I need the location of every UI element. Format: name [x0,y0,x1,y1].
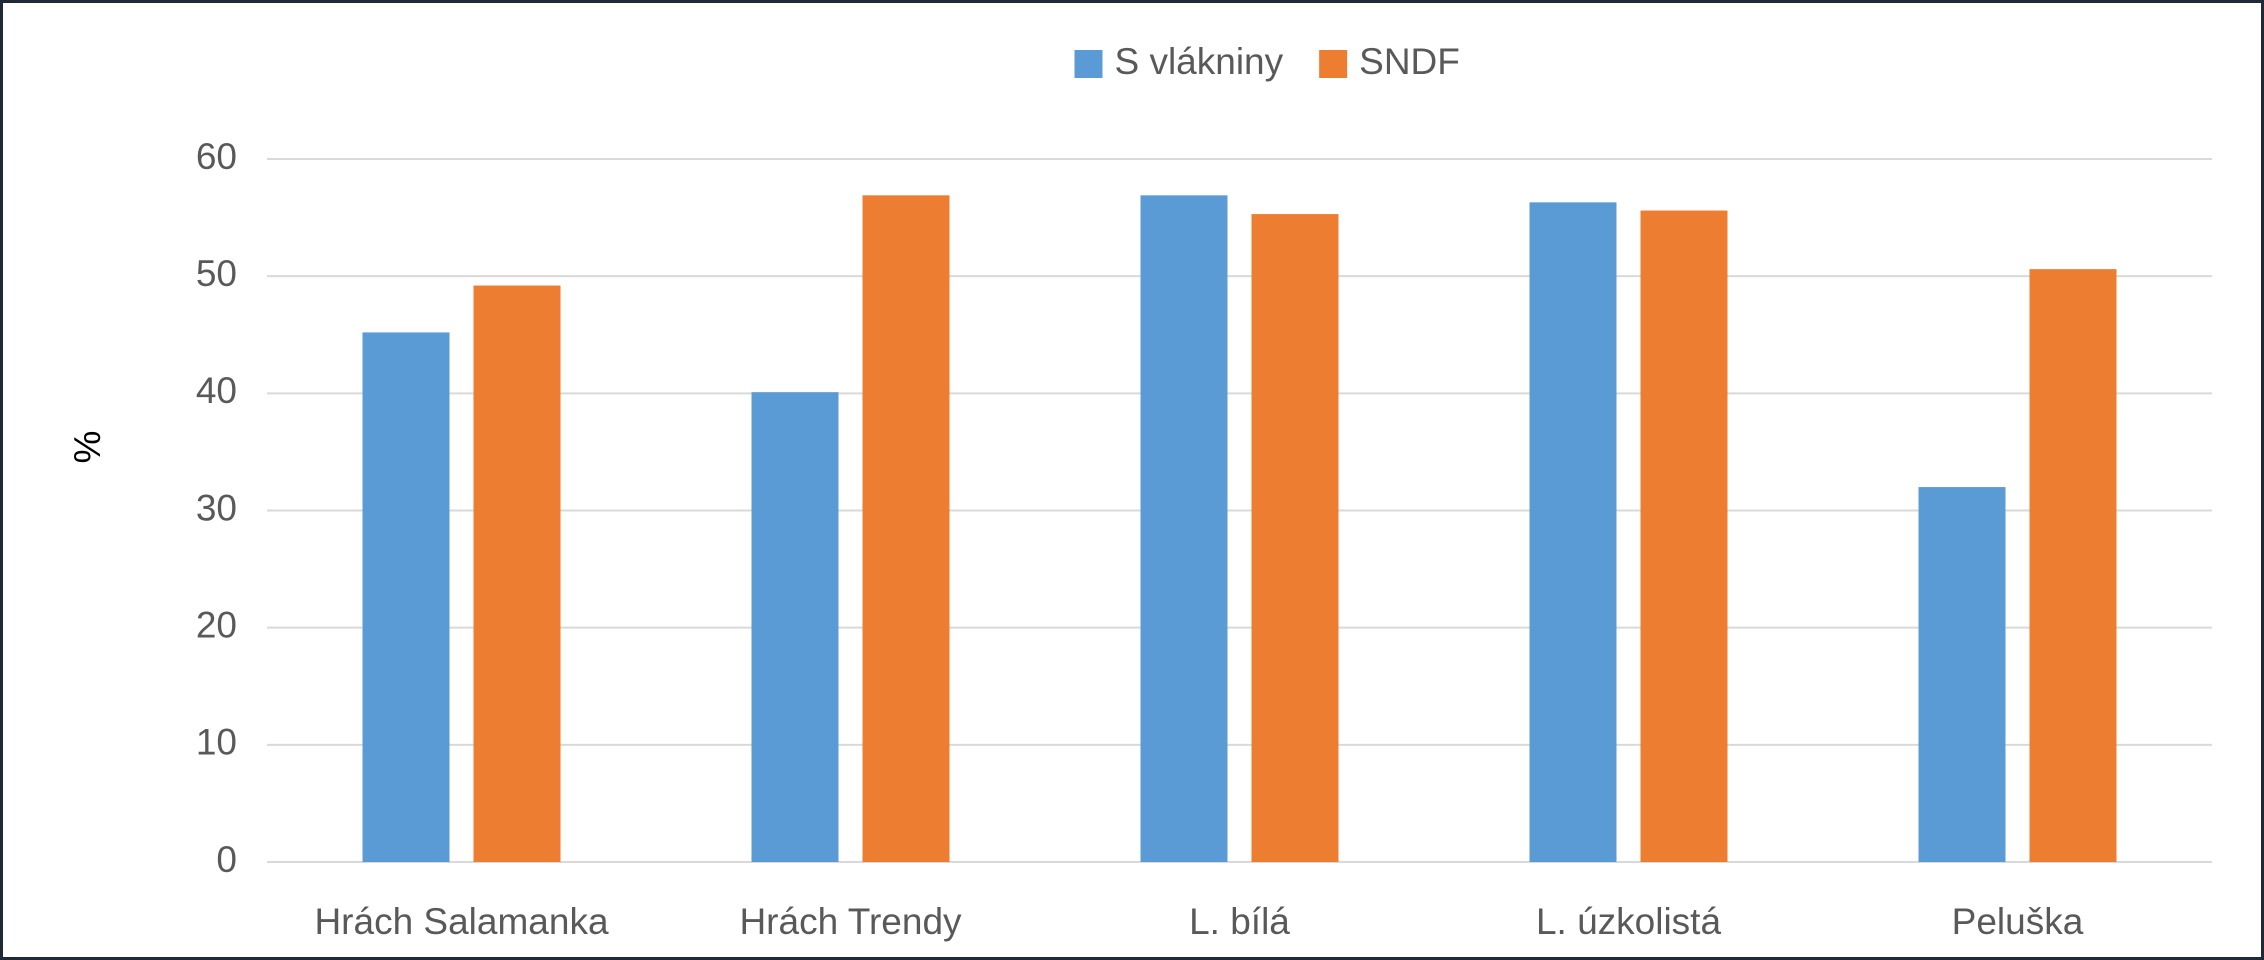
legend-swatch [1319,50,1348,78]
bar [862,195,950,863]
bar [1640,210,1728,862]
legend-label: SNDF [1359,41,1460,82]
bar [362,332,450,862]
y-axis-label: % [67,431,108,464]
y-tick-label: 40 [196,370,237,411]
x-tick-label: Hrách Trendy [739,901,962,942]
x-tick-label: Peluška [1952,901,2084,942]
bar [1918,487,2006,862]
bar [2029,269,2117,862]
bar [1529,202,1617,862]
y-tick-label: 0 [216,839,237,880]
y-tick-label: 50 [196,253,237,294]
legend-swatch [1074,50,1103,78]
bar [473,285,561,862]
bar [751,392,839,862]
x-tick-label: Hrách Salamanka [314,901,609,942]
bar [1140,195,1228,863]
y-tick-label: 60 [196,136,237,177]
x-tick-label: L. úzkolistá [1536,901,1722,942]
legend-label: S vlákniny [1115,41,1284,82]
y-tick-label: 10 [196,722,237,763]
y-tick-label: 20 [196,604,237,645]
y-tick-label: 30 [196,487,237,528]
bar [1251,214,1339,862]
x-tick-label: L. bílá [1189,901,1290,942]
